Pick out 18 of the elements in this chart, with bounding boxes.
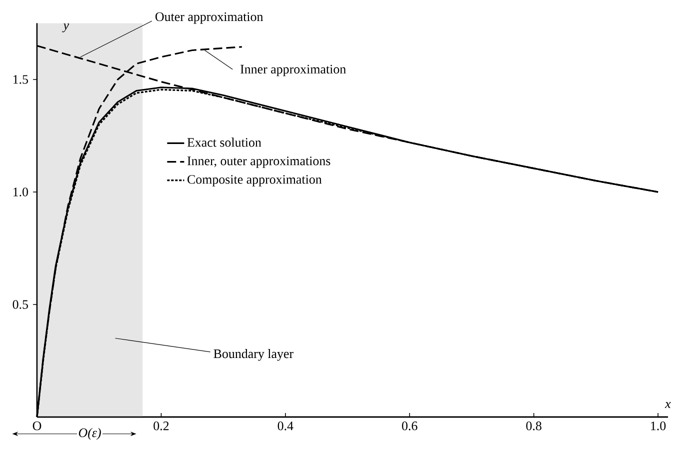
x-tick-label: 0.2	[154, 422, 169, 430]
legend-label: Inner, outer approximations	[187, 156, 330, 168]
x-tick-label: 0.8	[526, 422, 542, 430]
y-tick-label: 1.0	[13, 188, 28, 196]
x-tick-label: O	[32, 422, 42, 430]
y-tick-label: 0.5	[12, 300, 28, 309]
x-tick-label: 1.0	[651, 422, 666, 430]
y-axis-title: y	[62, 24, 69, 32]
band-label: Boundary layer	[214, 349, 294, 361]
legend-label: Exact solution	[187, 138, 262, 147]
annotation: Inner approximation	[240, 64, 346, 76]
text: O(ε)	[78, 428, 101, 440]
y-tick-label: 1.5	[13, 75, 28, 84]
legend-label: Composite approximation	[188, 175, 322, 186]
x-axis-title: x	[664, 402, 671, 408]
annotation: Outer approximation	[155, 12, 264, 24]
x-tick-label: 0.4	[278, 422, 294, 430]
x-tick-label: 0.6	[402, 422, 418, 430]
